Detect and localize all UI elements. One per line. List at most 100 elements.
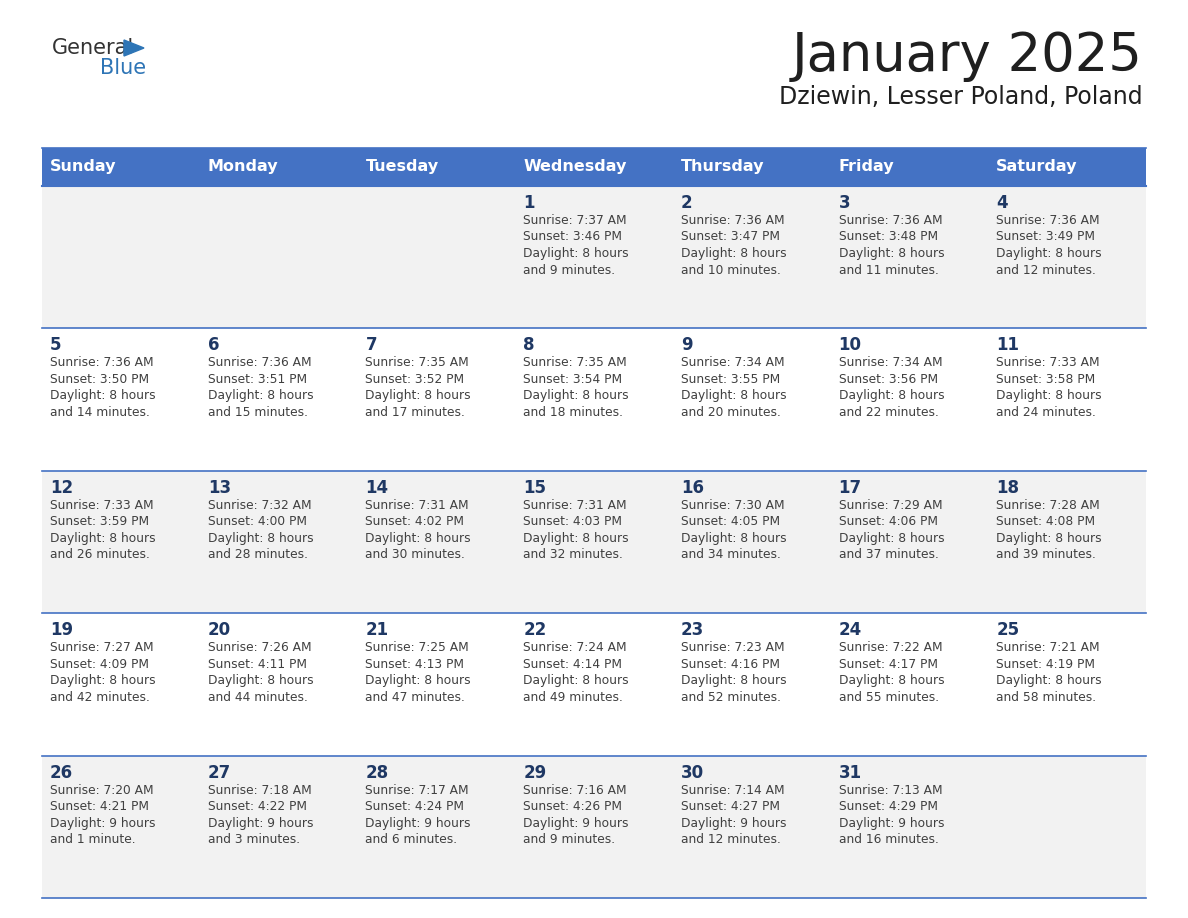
Text: Sunset: 4:02 PM: Sunset: 4:02 PM [366, 515, 465, 528]
Text: 15: 15 [523, 479, 546, 497]
Text: 27: 27 [208, 764, 230, 781]
Text: Daylight: 8 hours: Daylight: 8 hours [50, 389, 156, 402]
Text: Sunset: 3:55 PM: Sunset: 3:55 PM [681, 373, 781, 386]
Text: Sunrise: 7:29 AM: Sunrise: 7:29 AM [839, 498, 942, 512]
Text: Sunset: 4:09 PM: Sunset: 4:09 PM [50, 657, 148, 671]
Text: Sunset: 4:11 PM: Sunset: 4:11 PM [208, 657, 307, 671]
Text: Sunrise: 7:37 AM: Sunrise: 7:37 AM [523, 214, 627, 227]
Text: Daylight: 8 hours: Daylight: 8 hours [681, 674, 786, 688]
Text: Sunset: 3:59 PM: Sunset: 3:59 PM [50, 515, 150, 528]
Text: 2: 2 [681, 194, 693, 212]
Text: Sunrise: 7:30 AM: Sunrise: 7:30 AM [681, 498, 784, 512]
Text: 21: 21 [366, 621, 388, 639]
Text: Sunrise: 7:33 AM: Sunrise: 7:33 AM [997, 356, 1100, 369]
Text: 4: 4 [997, 194, 1007, 212]
Text: Blue: Blue [100, 58, 146, 78]
Text: and 12 minutes.: and 12 minutes. [681, 834, 781, 846]
Text: Sunrise: 7:18 AM: Sunrise: 7:18 AM [208, 784, 311, 797]
Text: and 10 minutes.: and 10 minutes. [681, 263, 781, 276]
Text: Sunrise: 7:22 AM: Sunrise: 7:22 AM [839, 641, 942, 655]
Text: Sunrise: 7:35 AM: Sunrise: 7:35 AM [523, 356, 627, 369]
Text: 16: 16 [681, 479, 703, 497]
Text: Sunrise: 7:36 AM: Sunrise: 7:36 AM [681, 214, 784, 227]
Text: Thursday: Thursday [681, 160, 764, 174]
Text: Tuesday: Tuesday [366, 160, 438, 174]
Text: 26: 26 [50, 764, 74, 781]
Text: and 1 minute.: and 1 minute. [50, 834, 135, 846]
Text: 8: 8 [523, 336, 535, 354]
Bar [42, 756, 1146, 898]
Text: Daylight: 8 hours: Daylight: 8 hours [997, 389, 1102, 402]
Text: Daylight: 9 hours: Daylight: 9 hours [50, 817, 156, 830]
Text: January 2025: January 2025 [792, 30, 1143, 82]
Text: Sunset: 4:05 PM: Sunset: 4:05 PM [681, 515, 781, 528]
Text: Sunset: 3:46 PM: Sunset: 3:46 PM [523, 230, 623, 243]
Text: Sunrise: 7:33 AM: Sunrise: 7:33 AM [50, 498, 153, 512]
Text: and 49 minutes.: and 49 minutes. [523, 690, 623, 704]
Text: Sunset: 4:13 PM: Sunset: 4:13 PM [366, 657, 465, 671]
Text: and 11 minutes.: and 11 minutes. [839, 263, 939, 276]
Text: and 16 minutes.: and 16 minutes. [839, 834, 939, 846]
Bar [42, 613, 1146, 756]
Text: and 39 minutes.: and 39 minutes. [997, 548, 1097, 561]
Text: 30: 30 [681, 764, 704, 781]
Text: Sunset: 3:47 PM: Sunset: 3:47 PM [681, 230, 779, 243]
Text: and 42 minutes.: and 42 minutes. [50, 690, 150, 704]
Text: Dziewin, Lesser Poland, Poland: Dziewin, Lesser Poland, Poland [779, 85, 1143, 109]
Text: Daylight: 9 hours: Daylight: 9 hours [366, 817, 470, 830]
Text: Daylight: 8 hours: Daylight: 8 hours [366, 532, 472, 544]
Text: Sunset: 3:54 PM: Sunset: 3:54 PM [523, 373, 623, 386]
Text: and 22 minutes.: and 22 minutes. [839, 406, 939, 419]
Text: Daylight: 8 hours: Daylight: 8 hours [839, 247, 944, 260]
Text: Sunset: 4:16 PM: Sunset: 4:16 PM [681, 657, 779, 671]
Text: 31: 31 [839, 764, 861, 781]
Text: Sunrise: 7:21 AM: Sunrise: 7:21 AM [997, 641, 1100, 655]
Text: and 37 minutes.: and 37 minutes. [839, 548, 939, 561]
Text: Daylight: 8 hours: Daylight: 8 hours [523, 532, 628, 544]
Text: Sunrise: 7:36 AM: Sunrise: 7:36 AM [208, 356, 311, 369]
Text: Daylight: 8 hours: Daylight: 8 hours [208, 674, 314, 688]
Text: Sunrise: 7:26 AM: Sunrise: 7:26 AM [208, 641, 311, 655]
Text: and 28 minutes.: and 28 minutes. [208, 548, 308, 561]
Text: Daylight: 8 hours: Daylight: 8 hours [997, 532, 1102, 544]
Bar [42, 329, 1146, 471]
Text: 17: 17 [839, 479, 861, 497]
Text: and 32 minutes.: and 32 minutes. [523, 548, 623, 561]
Text: 6: 6 [208, 336, 220, 354]
Text: Sunrise: 7:14 AM: Sunrise: 7:14 AM [681, 784, 784, 797]
Text: Sunset: 4:19 PM: Sunset: 4:19 PM [997, 657, 1095, 671]
Text: 25: 25 [997, 621, 1019, 639]
Text: and 20 minutes.: and 20 minutes. [681, 406, 781, 419]
Text: Daylight: 9 hours: Daylight: 9 hours [523, 817, 628, 830]
Text: 7: 7 [366, 336, 377, 354]
Text: 9: 9 [681, 336, 693, 354]
Text: Saturday: Saturday [997, 160, 1078, 174]
Text: and 12 minutes.: and 12 minutes. [997, 263, 1097, 276]
Text: Sunset: 4:27 PM: Sunset: 4:27 PM [681, 800, 779, 813]
Text: 13: 13 [208, 479, 230, 497]
Text: Daylight: 8 hours: Daylight: 8 hours [681, 389, 786, 402]
Text: Sunrise: 7:31 AM: Sunrise: 7:31 AM [523, 498, 627, 512]
Text: Daylight: 8 hours: Daylight: 8 hours [839, 389, 944, 402]
Text: Sunset: 4:08 PM: Sunset: 4:08 PM [997, 515, 1095, 528]
Text: 1: 1 [523, 194, 535, 212]
Text: Sunset: 4:17 PM: Sunset: 4:17 PM [839, 657, 937, 671]
Text: Sunset: 3:49 PM: Sunset: 3:49 PM [997, 230, 1095, 243]
Text: 20: 20 [208, 621, 230, 639]
Text: Daylight: 8 hours: Daylight: 8 hours [523, 674, 628, 688]
Text: 22: 22 [523, 621, 546, 639]
Text: Daylight: 8 hours: Daylight: 8 hours [50, 674, 156, 688]
Text: 12: 12 [50, 479, 74, 497]
Text: Daylight: 9 hours: Daylight: 9 hours [681, 817, 786, 830]
Text: Sunrise: 7:32 AM: Sunrise: 7:32 AM [208, 498, 311, 512]
Text: Daylight: 8 hours: Daylight: 8 hours [681, 532, 786, 544]
Text: Daylight: 8 hours: Daylight: 8 hours [839, 674, 944, 688]
Text: Daylight: 9 hours: Daylight: 9 hours [208, 817, 314, 830]
Text: and 9 minutes.: and 9 minutes. [523, 834, 615, 846]
Text: 5: 5 [50, 336, 62, 354]
Text: 3: 3 [839, 194, 851, 212]
Text: 18: 18 [997, 479, 1019, 497]
Bar [42, 186, 1146, 329]
Text: and 18 minutes.: and 18 minutes. [523, 406, 624, 419]
Text: 10: 10 [839, 336, 861, 354]
